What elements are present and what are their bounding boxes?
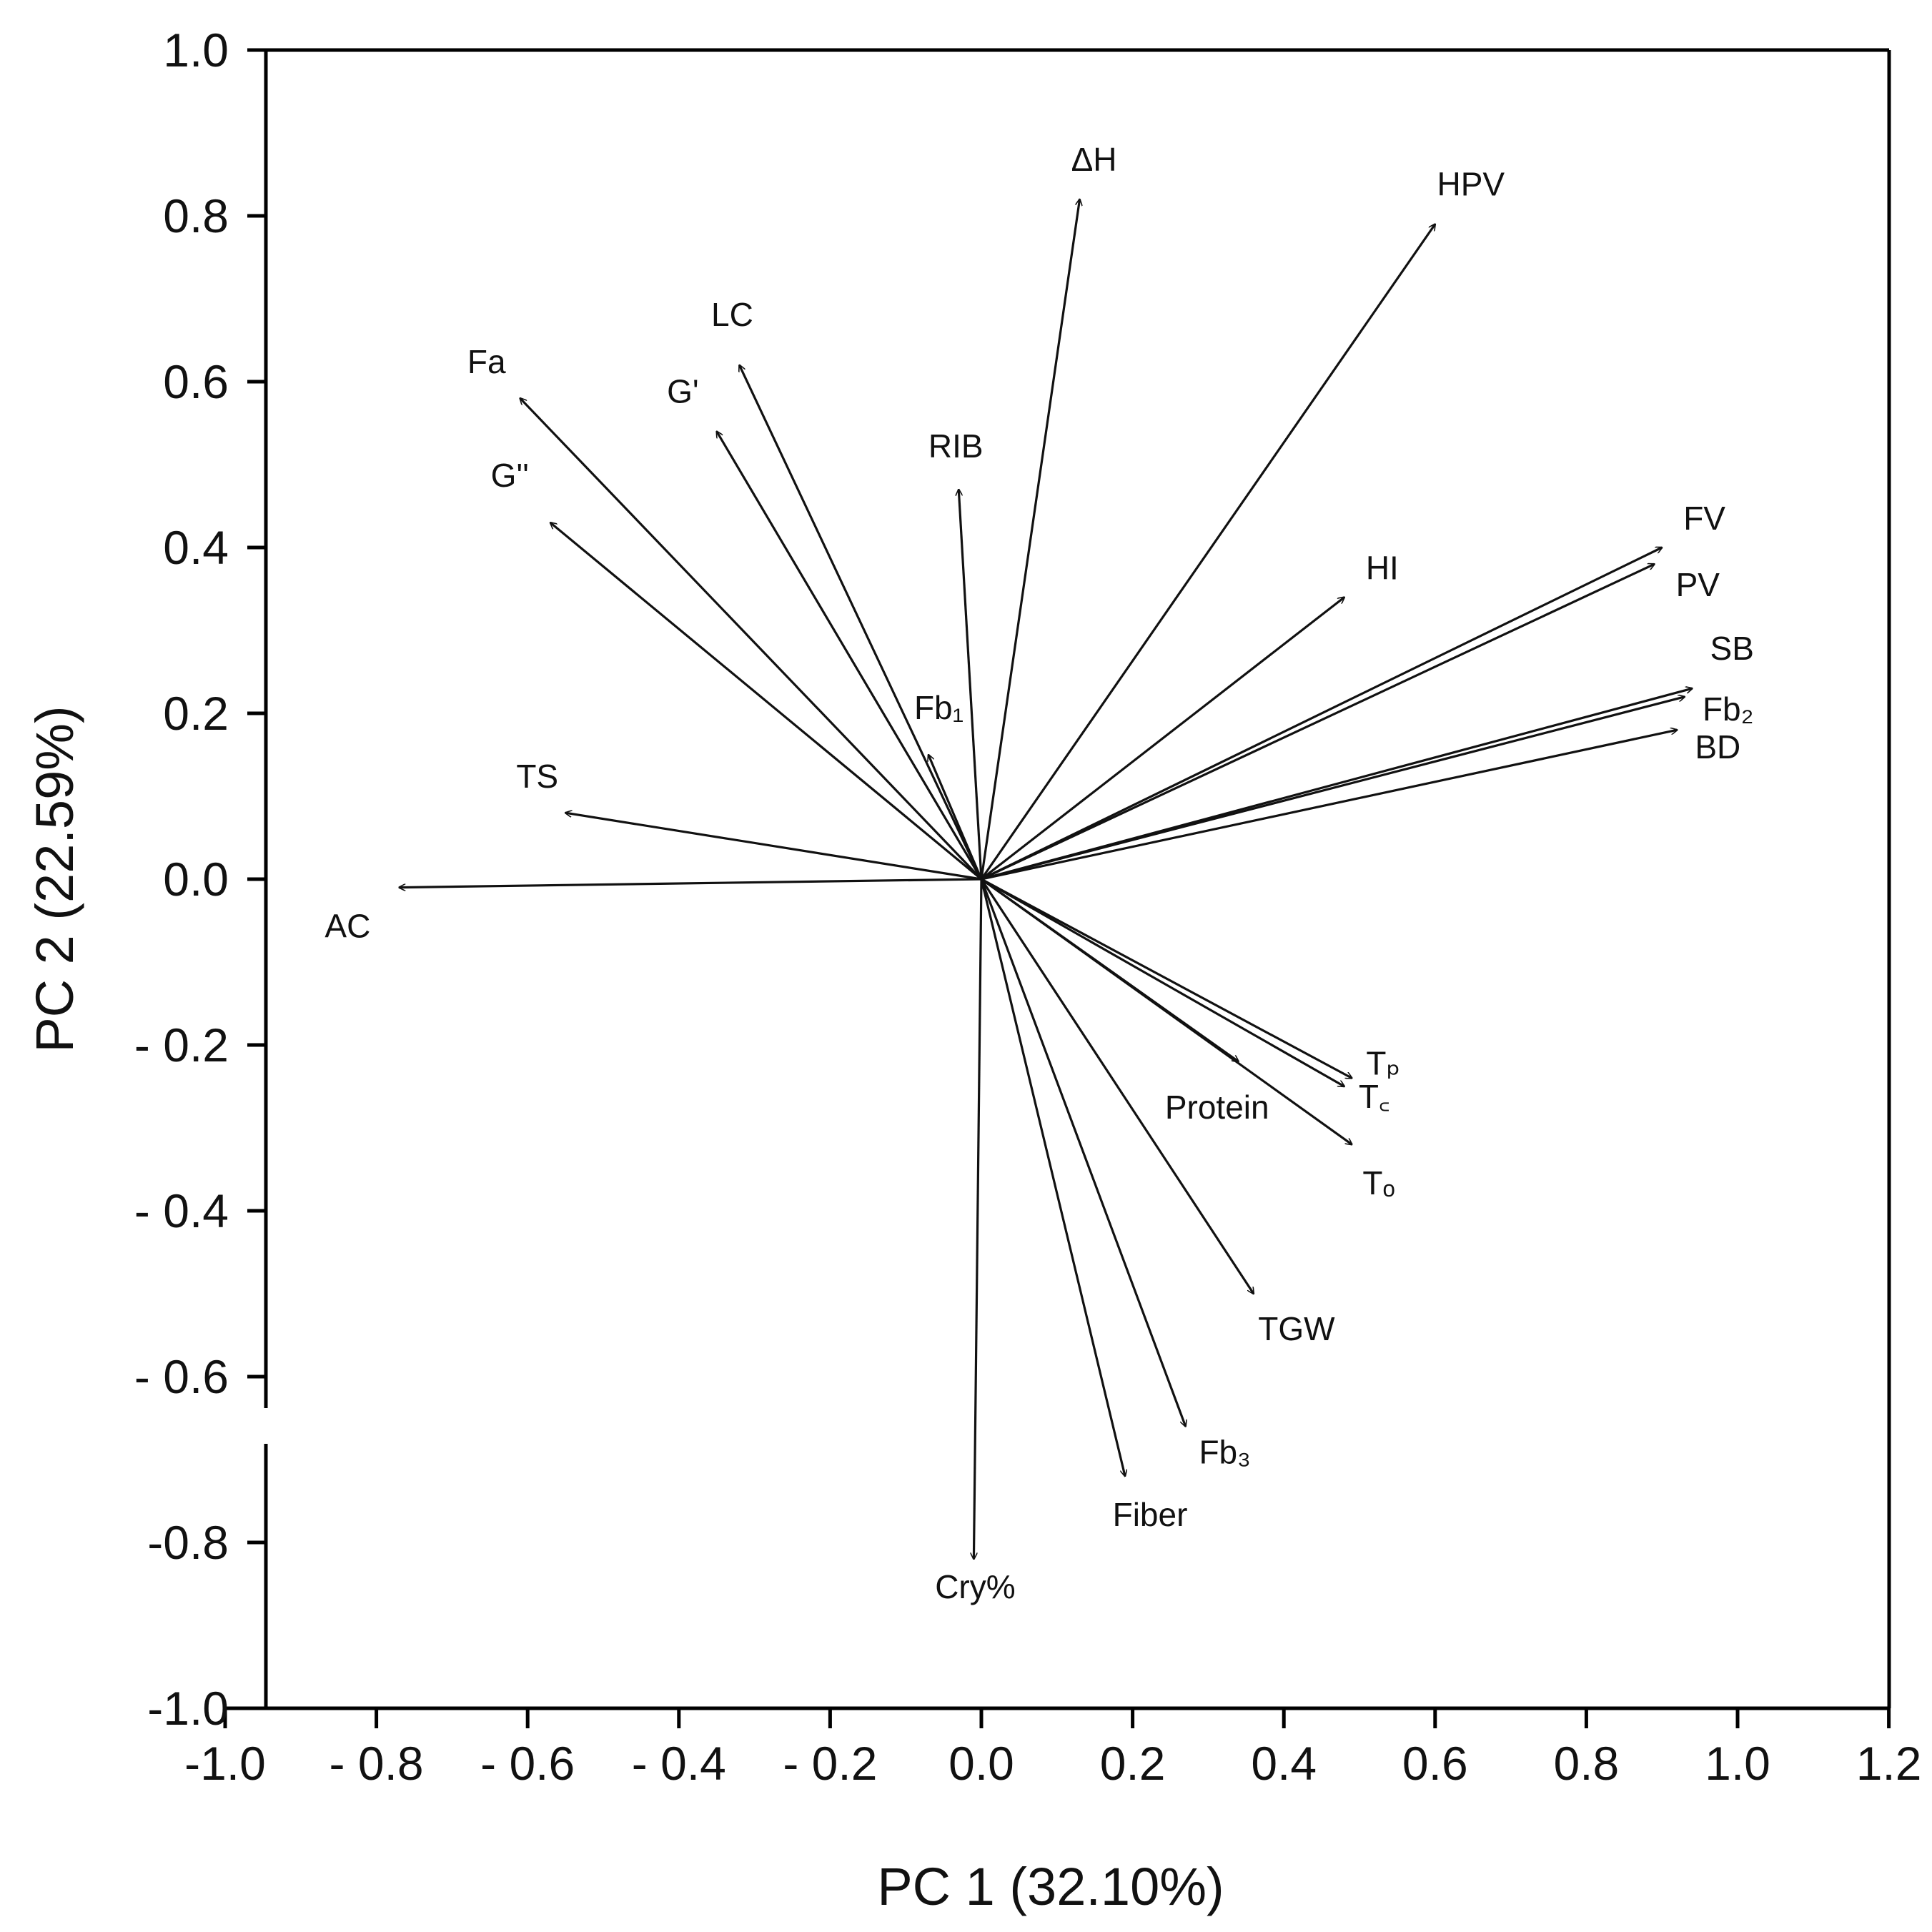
y-tick-label: -0.8	[147, 1516, 229, 1569]
y-tick-label: 1.0	[163, 24, 229, 76]
vector-arrow	[739, 365, 983, 880]
vector-label: TGW	[1258, 1310, 1335, 1347]
vector-arrow	[399, 878, 982, 888]
x-tick-label: 0.4	[1251, 1737, 1317, 1790]
x-tick-label: 0.6	[1402, 1737, 1468, 1790]
vector-label: Tₚ	[1366, 1044, 1400, 1081]
x-tick-label: - 0.2	[783, 1737, 877, 1790]
vector-arrow	[958, 490, 983, 880]
x-tick-label: 0.0	[948, 1737, 1014, 1790]
y-tick-label: 0.8	[163, 189, 229, 242]
vector-arrow	[981, 564, 1655, 881]
vector-arrow	[980, 878, 1186, 1427]
vector-label: Protein	[1165, 1089, 1269, 1126]
vector-arrow	[981, 730, 1677, 881]
vector-arrow	[981, 878, 1239, 1061]
y-tick-label: 0.4	[163, 521, 229, 574]
vector-label: Cry%	[935, 1568, 1015, 1605]
vector-label: Fiber	[1113, 1496, 1188, 1533]
x-axis-ticks: -1.0 - 0.8 - 0.6 - 0.4 - 0.2 0.0 0.2 0.4 0.6 0.8 1…	[184, 1708, 1921, 1790]
x-tick-label: 1.2	[1856, 1737, 1922, 1790]
vector-arrow	[717, 432, 983, 880]
vector-label: Tₒ	[1362, 1164, 1394, 1202]
y-axis-title: PC 2 (22.59%)	[25, 705, 84, 1052]
y-tick-label: 0.2	[163, 687, 229, 740]
vector-label: HPV	[1437, 166, 1505, 203]
plot-frame	[225, 48, 1891, 1710]
vector-arrow	[981, 546, 1662, 881]
y-tick-label: 0.6	[163, 355, 229, 408]
vector-label: G''	[491, 457, 529, 494]
vector-arrow	[980, 878, 1125, 1476]
loading-vectors: ACTSG''FaG'LCFb₁RIBΔHHPVHIFVPVSBFb₂BDTₚT…	[325, 141, 1753, 1605]
vector-arrow	[980, 199, 1080, 880]
vector-label: Fb₁	[914, 689, 963, 726]
vector-arrow	[981, 878, 1352, 1079]
y-tick-label: - 0.4	[134, 1184, 229, 1237]
x-tick-label: - 0.6	[480, 1737, 575, 1790]
vector-label: T꜀	[1359, 1078, 1390, 1115]
x-axis-title: PC 1 (32.10%)	[877, 1857, 1224, 1916]
x-tick-label: - 0.4	[632, 1737, 726, 1790]
vector-label: Fb₃	[1199, 1434, 1250, 1471]
vector-arrow	[565, 813, 982, 881]
vector-label: SB	[1710, 630, 1754, 667]
vector-arrow	[980, 878, 1254, 1294]
x-tick-label: - 0.8	[330, 1737, 424, 1790]
vector-label: G'	[667, 373, 699, 410]
vector-arrow	[981, 697, 1685, 881]
vector-arrow	[520, 398, 983, 881]
vector-arrow	[981, 598, 1344, 881]
vector-label: LC	[711, 296, 753, 333]
y-tick-label: 0.0	[163, 853, 229, 906]
vector-arrow	[928, 755, 983, 880]
vector-label: Fb₂	[1703, 690, 1754, 728]
vector-label: ΔH	[1071, 141, 1117, 178]
y-tick-label: -1.0	[147, 1682, 229, 1735]
vector-label: TS	[516, 758, 558, 795]
vector-label: BD	[1695, 728, 1740, 766]
vector-arrow	[980, 224, 1435, 880]
vector-label: HI	[1366, 550, 1399, 587]
x-tick-label: 1.0	[1705, 1737, 1770, 1790]
vector-label: AC	[325, 908, 370, 945]
y-axis-ticks: -1.0 -0.8 - 0.6 - 0.4 - 0.2 0.0 0.2 0.4 0.6 0.8 1.…	[134, 24, 266, 1735]
vector-arrow	[550, 522, 983, 881]
y-tick-label: - 0.6	[134, 1350, 229, 1403]
vector-label: FV	[1683, 500, 1725, 537]
vector-arrow	[974, 878, 983, 1559]
vector-label: PV	[1676, 566, 1720, 603]
vector-label: RIB	[928, 427, 984, 465]
x-tick-label: 0.2	[1100, 1737, 1166, 1790]
x-tick-label: -1.0	[184, 1737, 266, 1790]
vector-label: Fa	[467, 343, 506, 380]
vector-arrow	[981, 878, 1344, 1088]
x-tick-label: 0.8	[1554, 1737, 1620, 1790]
y-tick-label: - 0.2	[134, 1019, 229, 1071]
